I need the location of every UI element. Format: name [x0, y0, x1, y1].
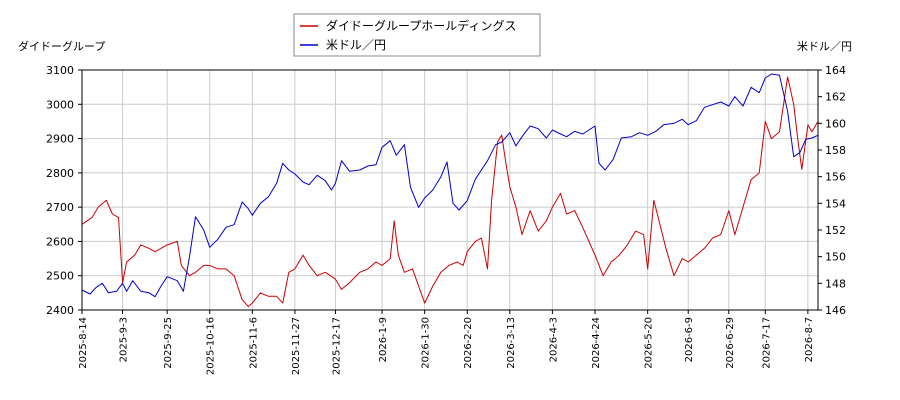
- left-tick-label: 2600: [46, 235, 74, 248]
- right-tick-label: 158: [825, 144, 846, 157]
- x-axis: 2025-8-14 2025-9-3 2025-9-25 2025-10-16 2025…: [78, 310, 815, 375]
- x-tick-label: 2026-6-9: [684, 317, 695, 362]
- left-tick-label: 2800: [46, 167, 74, 180]
- right-axis: 146 148 150 152 154 156 158 160 162 164: [818, 64, 846, 317]
- series-line-1: [81, 76, 819, 308]
- x-tick-label: 2025-12-17: [331, 317, 342, 375]
- left-tick-label: 2700: [46, 201, 74, 214]
- x-tick-label: 2025-9-25: [163, 317, 174, 369]
- left-tick-label: 2400: [46, 304, 74, 317]
- legend-entry-1: ダイドーグループホールディングス: [326, 18, 516, 33]
- left-tick-label: 3100: [46, 64, 74, 77]
- x-tick-label: 2026-7-17: [761, 317, 772, 369]
- x-tick-label: 2026-6-29: [725, 317, 736, 369]
- legend-box: [293, 13, 541, 57]
- right-tick-label: 146: [825, 304, 846, 317]
- x-tick-label: 2026-1-9: [378, 317, 389, 362]
- left-tick-label: 2900: [46, 133, 74, 146]
- right-tick-label: 154: [825, 197, 846, 210]
- left-tick-label: 3000: [46, 98, 74, 111]
- right-axis-title: 米ドル／円: [797, 40, 852, 53]
- left-axis-title: ダイドーグループ: [18, 39, 105, 53]
- x-tick-label: 2026-4-3: [548, 317, 559, 362]
- right-tick-label: 160: [825, 117, 846, 130]
- x-tick-label: 2025-9-3: [119, 317, 130, 362]
- x-tick-label: 2025-11-27: [291, 317, 302, 375]
- x-tick-label: 2026-8-7: [804, 317, 815, 362]
- x-tick-label: 2026-5-20: [644, 317, 655, 369]
- x-tick-label: 2025-11-6: [248, 317, 259, 369]
- right-tick-label: 148: [825, 277, 846, 290]
- right-tick-label: 162: [825, 91, 846, 104]
- x-tick-label: 2026-1-30: [421, 317, 432, 369]
- x-tick-label: 2025-8-14: [78, 317, 89, 369]
- x-tick-label: 2026-3-13: [506, 317, 517, 369]
- left-tick-label: 2500: [46, 270, 74, 283]
- left-axis: 2400 2500 2600 2700 2800 2900 3000 3100: [46, 64, 82, 317]
- x-tick-label: 2026-4-24: [591, 317, 602, 369]
- x-tick-label: 2025-10-16: [206, 317, 217, 375]
- right-tick-label: 152: [825, 224, 846, 237]
- series-line-2: [81, 73, 819, 298]
- right-tick-label: 156: [825, 171, 846, 184]
- right-tick-label: 164: [825, 64, 846, 77]
- x-tick-label: 2026-2-20: [463, 317, 474, 369]
- series-lines: [81, 73, 819, 308]
- legend-entry-2: 米ドル／円: [326, 38, 386, 52]
- grid-lines: [81, 69, 818, 311]
- plot-frame: [81, 69, 819, 311]
- right-tick-label: 150: [825, 251, 846, 264]
